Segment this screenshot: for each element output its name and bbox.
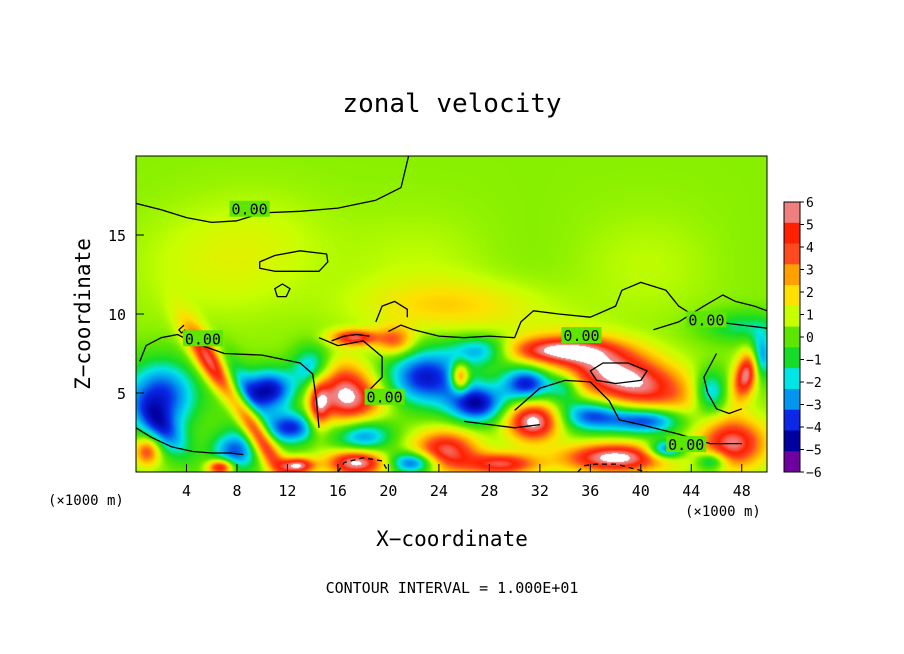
contour-line — [139, 333, 320, 428]
contour-label-backdrop — [686, 311, 727, 328]
x-unit-right: (×1000 m) — [685, 504, 761, 520]
contour-line — [331, 333, 370, 342]
colorbar-swatch — [784, 264, 800, 286]
contour-line — [577, 463, 648, 472]
colorbar-swatch — [784, 409, 800, 431]
colorbar-swatch — [784, 326, 800, 348]
x-tick-label: 40 — [632, 482, 650, 500]
colorbar-tick-label: −2 — [806, 376, 822, 391]
contour-label-backdrop — [182, 330, 223, 347]
colorbar-tick-label: 5 — [806, 219, 814, 234]
x-tick-label: 48 — [733, 482, 751, 500]
colorbar-tick-label: 1 — [806, 309, 814, 324]
contour-line — [653, 294, 767, 331]
colorbar: 6 5 4 3 2 1 0 −1 −2 −3 −4 −5 −6 — [783, 196, 822, 481]
contour-line — [589, 362, 648, 385]
contour-line — [703, 353, 743, 415]
colorbar-tick-label: −1 — [806, 354, 822, 369]
contour-label-backdrop — [364, 388, 405, 405]
colorbar-swatch — [784, 285, 800, 307]
x-tick-label: 32 — [531, 482, 549, 500]
contour-line — [375, 300, 408, 323]
contour-line — [388, 324, 515, 339]
colorbar-swatch — [784, 430, 800, 452]
contour-label: 0.00 — [232, 201, 268, 219]
contour-label-backdrop — [561, 327, 602, 344]
colorbar-swatch — [784, 305, 800, 328]
colorbar-swatch — [784, 243, 800, 265]
y-axis: 5 10 15 — [108, 227, 144, 403]
x-tick-label: 4 — [182, 482, 191, 500]
contour-label-backdrop — [666, 436, 707, 453]
contour-label: 0.00 — [668, 436, 704, 454]
contour-line — [464, 420, 540, 429]
x-tick-label: 20 — [379, 482, 397, 500]
contour-label: 0.00 — [563, 327, 599, 345]
y-axis-label: Z−coordinate — [71, 238, 95, 390]
contour-line — [274, 283, 291, 298]
contour-label: 0.00 — [367, 389, 403, 407]
contour-line — [136, 427, 244, 456]
colorbar-swatch — [784, 202, 800, 224]
colorbar-swatch — [784, 368, 800, 390]
colorbar-swatch — [784, 222, 800, 245]
colorbar-tick-label: −6 — [806, 466, 822, 481]
colorbar-tick-label: 4 — [806, 241, 814, 256]
plot-area: 0.00 0.00 0.00 0.00 0.00 0.00 — [136, 156, 767, 472]
colorbar-tick-label: 3 — [806, 264, 814, 279]
contour-label-backdrop — [229, 200, 270, 217]
x-tick-label: 16 — [329, 482, 347, 500]
x-axis-label: X−coordinate — [376, 527, 528, 551]
contour-labels: 0.00 0.00 0.00 0.00 0.00 0.00 — [182, 200, 727, 454]
colorbar-tick-label: −3 — [806, 399, 822, 414]
colorbar-tick-label: 2 — [806, 286, 814, 301]
contour-label: 0.00 — [185, 330, 221, 348]
colorbar-swatch — [784, 388, 800, 411]
contour-lines — [136, 156, 767, 472]
colorbar-swatch — [784, 347, 800, 369]
colorbar-tick-label: −4 — [806, 421, 822, 436]
y-tick-label: 10 — [108, 306, 126, 324]
contour-line — [337, 457, 389, 472]
colorbar-tick-label: 0 — [806, 331, 814, 346]
x-tick-label: 12 — [278, 482, 296, 500]
x-tick-label: 8 — [232, 482, 241, 500]
contour-label: 0.00 — [688, 311, 724, 329]
colorbar-swatch — [784, 451, 800, 473]
x-axis: 4 8 12 16 20 24 28 32 36 40 44 48 — [182, 464, 751, 500]
colorbar-tick-label: −5 — [806, 444, 822, 459]
chart-title: zonal velocity — [342, 89, 561, 119]
x-unit-left: (×1000 m) — [48, 493, 124, 509]
x-tick-label: 36 — [581, 482, 599, 500]
x-tick-label: 24 — [430, 482, 448, 500]
contour-line — [136, 156, 410, 224]
y-tick-label: 15 — [108, 227, 126, 245]
y-tick-label: 5 — [117, 385, 126, 403]
x-tick-label: 28 — [480, 482, 498, 500]
contour-interval-note: CONTOUR INTERVAL = 1.000E+01 — [326, 579, 579, 597]
colorbar-tick-label: 6 — [806, 196, 814, 211]
contour-line — [259, 250, 329, 272]
x-tick-label: 44 — [682, 482, 700, 500]
